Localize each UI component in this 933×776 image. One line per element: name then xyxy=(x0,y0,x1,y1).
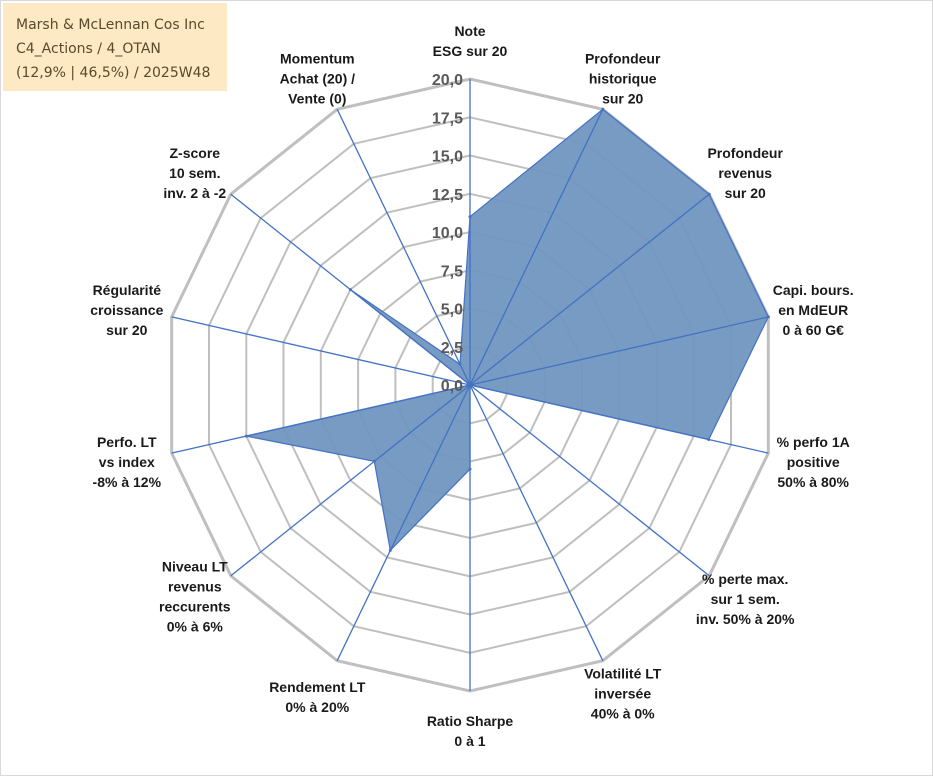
axis-label-line: Régularité xyxy=(93,282,162,298)
data-point xyxy=(468,383,472,387)
chart-title-box: Marsh & McLennan Cos Inc C4_Actions / 4_… xyxy=(3,3,227,91)
axis-label-line: Capi. bours. xyxy=(773,282,854,298)
axis-label: Niveau LT revenus reccurents 0% à 6% xyxy=(159,559,231,635)
data-point xyxy=(388,548,392,552)
axis-label-line: Perfo. LT xyxy=(97,434,157,450)
title-line-company: Marsh & McLennan Cos Inc xyxy=(16,17,205,33)
axis-spoke xyxy=(171,384,471,454)
axis-label: Note ESG sur 20 xyxy=(433,23,508,59)
axis-label-line: historique xyxy=(589,70,657,86)
axis-label-line: revenus xyxy=(168,579,222,595)
axis-label: % perte max. sur 1 sem. inv. 50% à 20% xyxy=(696,571,795,627)
axis-spoke xyxy=(469,109,604,386)
axis-label-line: inv. 50% à 20% xyxy=(696,611,795,627)
axis-label: Ratio Sharpe 0 à 1 xyxy=(427,713,514,749)
axis-label: Régularité croissance sur 20 xyxy=(90,282,163,338)
data-point xyxy=(468,215,472,219)
axis-label-line: -8% à 12% xyxy=(93,474,162,490)
axis-label-line: sur 20 xyxy=(725,185,766,201)
axis-label-line: Rendement LT xyxy=(269,679,366,695)
title-line-category: C4_Actions / 4_OTAN xyxy=(16,41,161,57)
axis-label-line: Ratio Sharpe xyxy=(427,713,514,729)
axis-label-line: 0% à 20% xyxy=(285,699,349,715)
axis-label-line: reccurents xyxy=(159,599,231,615)
data-point xyxy=(766,315,770,319)
axis-label-line: Profondeur xyxy=(707,145,783,161)
tick-label: 15,0 xyxy=(432,149,463,166)
series-area xyxy=(246,108,769,552)
tick-label: 2,5 xyxy=(441,340,463,357)
axis-label-line: 0 à 60 G€ xyxy=(782,322,844,338)
axis-label-line: Volatilité LT xyxy=(584,666,662,682)
tick-label: 17,5 xyxy=(432,110,463,127)
axis-label-line: Achat (20) / xyxy=(280,70,356,86)
axis-label: Momentum Achat (20) / Vente (0) xyxy=(280,50,356,106)
axis-label-line: vs index xyxy=(99,454,155,470)
axis-label-line: 50% à 80% xyxy=(777,474,849,490)
axis-label-line: inversée xyxy=(594,686,651,702)
title-line-stats: (12,9% | 46,5%) / 2025W48 xyxy=(16,65,211,81)
axis-label-line: sur 20 xyxy=(602,90,643,106)
axis-label-line: 0% à 6% xyxy=(167,619,224,635)
axis-label-line: Niveau LT xyxy=(162,559,228,575)
data-point xyxy=(707,438,711,441)
axis-spoke xyxy=(469,384,710,577)
axis-label: Profondeur revenus sur 20 xyxy=(707,145,783,201)
data-point xyxy=(348,288,352,292)
data-point xyxy=(468,467,472,471)
axis-label: Volatilité LT inversée 40% à 0% xyxy=(584,666,662,722)
axis-label-line: 40% à 0% xyxy=(591,706,655,722)
axis-label-line: revenus xyxy=(718,165,772,181)
axis-label-line: en MdEUR xyxy=(778,302,848,318)
axis-spoke xyxy=(469,316,769,386)
axis-label-line: sur 1 sem. xyxy=(711,591,780,607)
axis-spoke xyxy=(469,384,604,661)
tick-label: 5,0 xyxy=(441,302,463,319)
axis-label-line: inv. 2 à -2 xyxy=(163,185,226,201)
axis-label: Perfo. LT vs index -8% à 12% xyxy=(93,434,162,490)
axis-label-line: sur 20 xyxy=(106,322,147,338)
axis-spoke xyxy=(469,193,710,386)
axis-label-line: Vente (0) xyxy=(288,90,346,106)
axis-label-line: 0 à 1 xyxy=(454,733,485,749)
axis-label: Capi. bours. en MdEUR 0 à 60 G€ xyxy=(773,282,854,338)
axis-label-line: Z-score xyxy=(170,145,221,161)
axis-label-line: ESG sur 20 xyxy=(433,43,508,59)
axis-label-line: croissance xyxy=(90,302,163,318)
axis-label: % perfo 1A positive 50% à 80% xyxy=(777,434,850,490)
data-point xyxy=(707,192,711,196)
data-point xyxy=(458,362,462,366)
axis-label: Rendement LT 0% à 20% xyxy=(269,679,366,715)
tick-label: 10,0 xyxy=(432,225,463,242)
tick-label: 7,5 xyxy=(441,263,463,280)
axis-label-line: Momentum xyxy=(280,50,355,66)
axis-label: Profondeur historique sur 20 xyxy=(585,50,661,106)
tick-label: 0,0 xyxy=(441,378,463,395)
data-point xyxy=(244,434,248,438)
axis-label-line: positive xyxy=(787,454,840,470)
axis-spoke xyxy=(336,384,471,661)
axis-spoke xyxy=(469,384,769,454)
axis-spoke xyxy=(230,384,471,577)
tick-label: 20,0 xyxy=(432,72,463,89)
axis-label-line: Profondeur xyxy=(585,50,661,66)
axis-label-line: 10 sem. xyxy=(169,165,220,181)
axis-label-line: % perte max. xyxy=(702,571,788,587)
axis-spoke xyxy=(336,109,471,386)
axis-label-line: Note xyxy=(454,23,485,39)
data-point xyxy=(601,107,605,111)
axis-spoke xyxy=(171,316,471,386)
axis-label: Z-score 10 sem. inv. 2 à -2 xyxy=(163,145,226,201)
data-point xyxy=(372,459,376,463)
tick-label: 12,5 xyxy=(432,187,463,204)
axis-label-line: % perfo 1A xyxy=(777,434,850,450)
